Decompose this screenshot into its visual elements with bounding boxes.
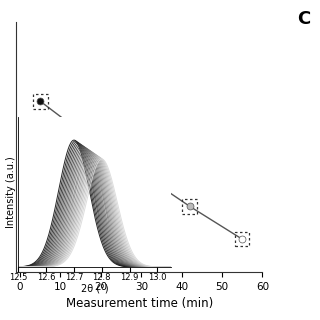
- Text: C: C: [297, 10, 310, 28]
- X-axis label: Measurement time (min): Measurement time (min): [66, 297, 213, 310]
- Point: [240, 236, 245, 242]
- Point: [98, 145, 103, 150]
- Point: [139, 171, 144, 176]
- Point: [38, 99, 43, 104]
- Point: [187, 204, 192, 209]
